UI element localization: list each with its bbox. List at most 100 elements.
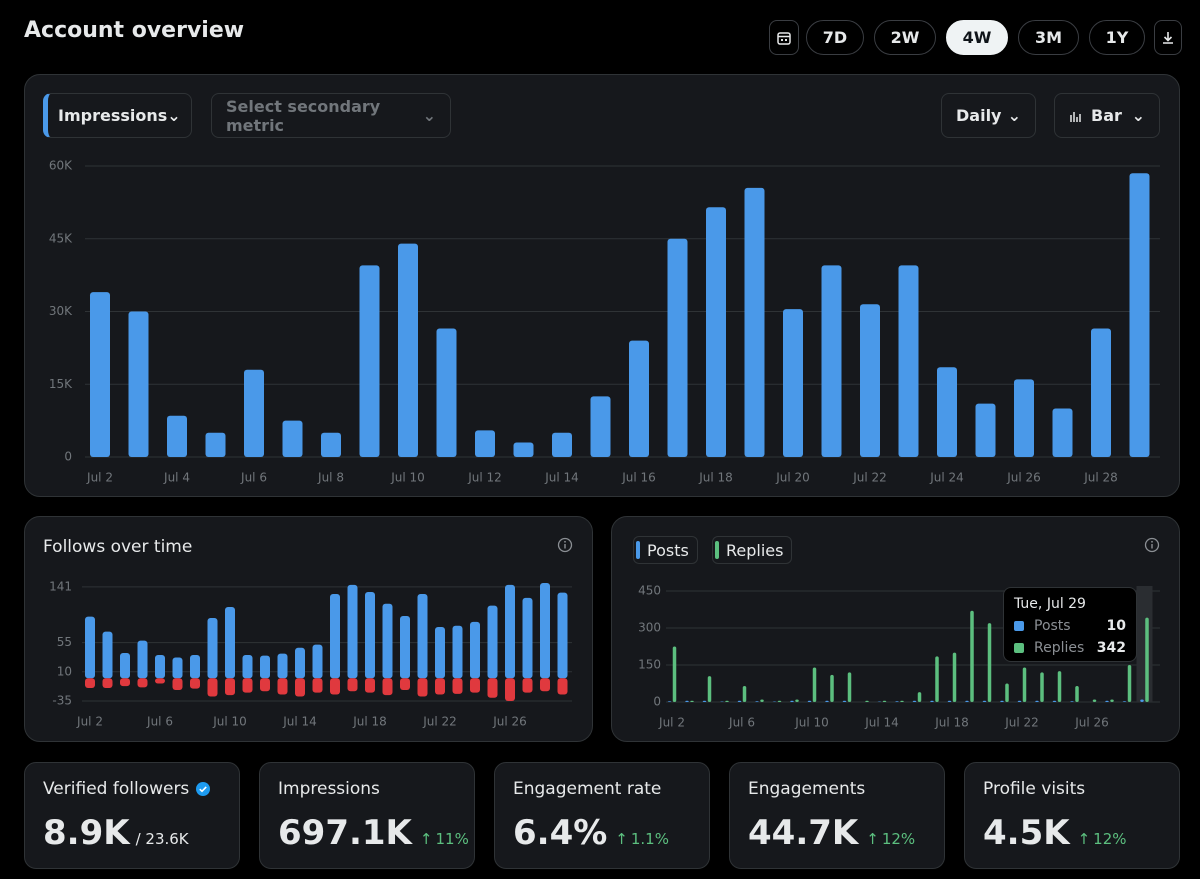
legend-item[interactable]: Replies — [712, 536, 793, 564]
bar — [812, 667, 817, 702]
bar — [947, 700, 952, 702]
range-button[interactable]: 7D — [806, 20, 864, 55]
bar — [707, 676, 712, 702]
y-tick-label: 0 — [653, 695, 661, 709]
x-tick-label: Jul 14 — [544, 471, 579, 485]
bar — [935, 656, 939, 702]
stat-label-text: Verified followers — [43, 779, 190, 799]
stat-value-text: 6.4% — [513, 813, 608, 853]
bar — [347, 678, 358, 692]
bar — [685, 700, 689, 702]
bar — [842, 700, 847, 702]
legend-item[interactable]: Posts — [633, 536, 698, 564]
stat-change-text: 12% — [1093, 830, 1127, 848]
interval-label: Daily — [956, 106, 1002, 125]
legend-swatch — [715, 541, 719, 559]
stat-card: Engagements 44.7K ↑ 12% — [729, 762, 945, 869]
bar — [90, 292, 110, 457]
y-tick-label: -35 — [52, 694, 72, 708]
metric-label: Impressions — [58, 106, 168, 125]
tooltip-title: Tue, Jul 29 — [1014, 596, 1086, 612]
bar — [312, 678, 323, 693]
bar — [900, 700, 904, 702]
bar — [277, 678, 288, 695]
tooltip: Tue, Jul 29 Posts 10 Replies 342 — [1003, 587, 1137, 662]
follows-chart: -35 10 55 141 Jul 2 Jul 6 Jul 10 Jul 14 Jul 18 Ju… — [49, 579, 572, 729]
range-button[interactable]: 1Y — [1089, 20, 1145, 55]
secondary-metric-dropdown[interactable]: Select secondary metric ⌄ — [211, 93, 451, 138]
bar — [629, 340, 649, 457]
chart-type-dropdown[interactable]: Bar ⌄ — [1054, 93, 1160, 138]
x-tick-label: Jul 22 — [1004, 716, 1039, 730]
range-button[interactable]: 3M — [1018, 20, 1079, 55]
bar — [821, 265, 842, 457]
range-button[interactable]: 2W — [874, 20, 936, 55]
x-tick-label: Jul 22 — [852, 471, 887, 485]
bar — [1035, 700, 1039, 702]
legend-label: Replies — [726, 540, 784, 560]
bar — [825, 700, 829, 702]
bar — [505, 678, 515, 701]
bar — [1057, 671, 1062, 702]
info-icon[interactable] — [1144, 537, 1160, 553]
hover-column — [1136, 586, 1153, 702]
x-tick-label: Jul 10 — [212, 715, 247, 729]
x-tick-label: Jul 18 — [352, 715, 387, 729]
calendar-button[interactable] — [769, 20, 799, 55]
bar — [1092, 699, 1097, 702]
bar — [382, 603, 393, 679]
bar — [505, 584, 515, 679]
range-button[interactable]: 4W — [946, 20, 1008, 55]
x-tick-label: Jul 2 — [86, 471, 113, 485]
bar — [260, 655, 270, 679]
activity-chart: 0 150 300 450 Jul 2 Jul 6 Jul 10 Jul 14 Jul 18 Ju… — [638, 584, 1160, 730]
bar — [737, 700, 742, 702]
x-tick-label: Jul 26 — [492, 715, 527, 729]
download-button[interactable] — [1154, 20, 1182, 55]
x-tick-label: Jul 22 — [422, 715, 457, 729]
bar — [1110, 699, 1114, 702]
bar — [120, 653, 130, 679]
stat-change-text: 11% — [435, 830, 469, 848]
bar — [452, 678, 463, 694]
bar — [1140, 699, 1144, 702]
bar — [167, 415, 187, 457]
interval-dropdown[interactable]: Daily ⌄ — [941, 93, 1036, 138]
stat-value: 4.5K ↑ 12% — [983, 813, 1127, 853]
bar — [359, 265, 380, 457]
bar — [85, 678, 95, 689]
bar — [347, 584, 358, 679]
up-arrow: ↑ — [866, 830, 879, 848]
bar — [205, 432, 226, 457]
tooltip-row: Replies 342 — [1014, 640, 1126, 656]
bar — [590, 396, 611, 457]
page-title: Account overview — [24, 18, 245, 43]
bar — [975, 403, 996, 457]
x-tick-label: Jul 26 — [1006, 471, 1041, 485]
bar — [436, 328, 457, 457]
bar — [667, 701, 672, 702]
stat-value: 44.7K ↑ 12% — [748, 813, 915, 853]
bar — [321, 432, 341, 457]
bar — [795, 699, 799, 702]
stat-change-text: 12% — [881, 830, 916, 848]
bar — [207, 617, 218, 679]
stat-card: Profile visits 4.5K ↑ 12% — [964, 762, 1180, 869]
x-tick-label: Jul 14 — [864, 716, 899, 730]
bar — [225, 606, 235, 679]
chart-type-label: Bar — [1091, 106, 1122, 125]
stat-label: Profile visits — [983, 779, 1085, 799]
x-tick-label: Jul 18 — [698, 471, 733, 485]
metric-dropdown[interactable]: Impressions ⌄ — [43, 93, 192, 138]
bar — [398, 243, 418, 457]
x-tick-label: Jul 6 — [728, 716, 755, 730]
bar — [690, 700, 694, 702]
bar — [487, 678, 498, 698]
bar — [1022, 667, 1027, 702]
bar — [952, 652, 957, 702]
bar — [400, 678, 410, 690]
x-tick-label: Jul 26 — [1074, 716, 1109, 730]
x-tick-label: Jul 8 — [317, 471, 344, 485]
bar — [895, 701, 899, 702]
info-icon[interactable] — [557, 537, 573, 553]
